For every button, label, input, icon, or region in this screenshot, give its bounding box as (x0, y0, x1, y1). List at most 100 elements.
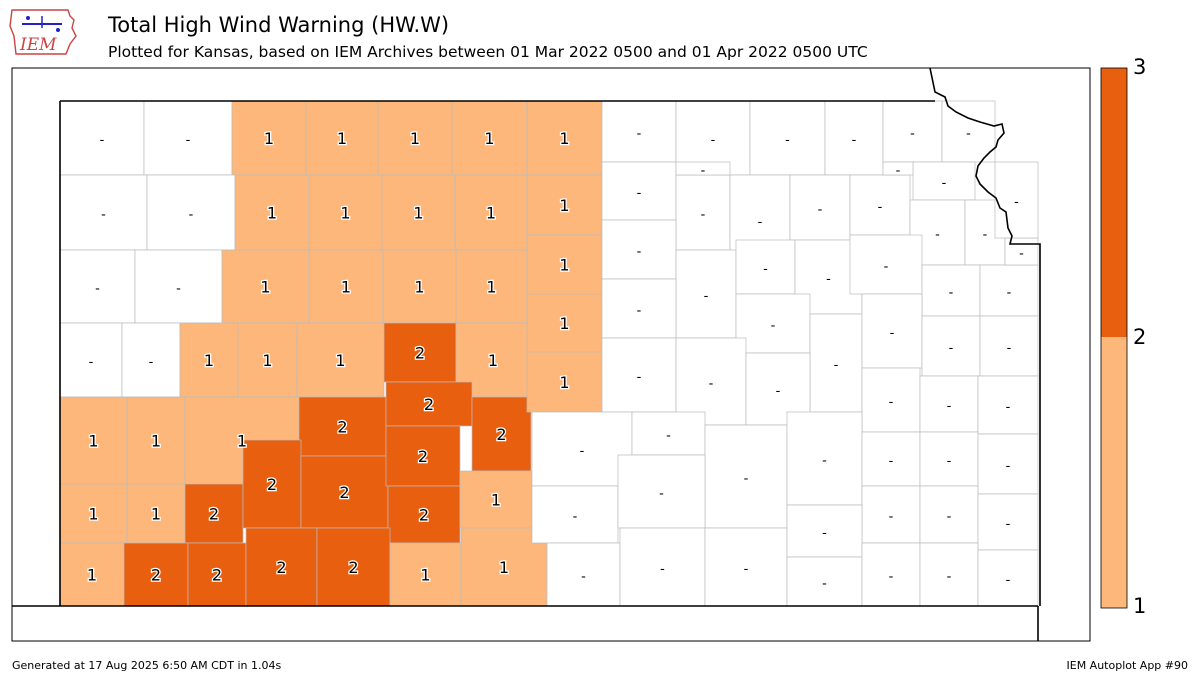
county-c16 (134, 249, 223, 324)
county-label-e26: - (890, 326, 895, 341)
county-c38 (126, 483, 186, 544)
county-label-e23: - (637, 304, 642, 319)
county-label-e24: - (771, 319, 776, 334)
county-label-e18: - (826, 272, 831, 287)
county-label-e22: - (1019, 247, 1024, 262)
county-e52 (861, 542, 921, 607)
county-e10 (789, 174, 851, 241)
county-c17 (221, 249, 310, 324)
county-e23 (601, 278, 677, 339)
county-label-e32: - (889, 395, 894, 410)
county-label-c12: 1 (413, 204, 423, 223)
county-e38 (786, 411, 863, 506)
county-label-e39: - (889, 454, 894, 469)
county-c3 (231, 100, 307, 176)
county-label-e57: - (1014, 195, 1019, 210)
county-label-c41: 2 (339, 483, 349, 502)
county-c40 (242, 439, 302, 529)
county-label-c11: 1 (340, 204, 350, 223)
generated-footer: Generated at 17 Aug 2025 6:50 AM CDT in … (12, 659, 282, 672)
county-label-c51: 1 (499, 558, 509, 577)
county-label-c20: 1 (486, 278, 496, 297)
county-e3 (749, 100, 826, 176)
county-label-c47: 2 (212, 566, 222, 585)
colorbar-segment-2 (1101, 68, 1127, 337)
county-label-c32: 1 (237, 432, 247, 451)
county-label-e20: - (949, 286, 954, 301)
iem-logo: IEM (9, 9, 77, 55)
county-label-e1: - (637, 127, 642, 142)
county-label-e35: - (580, 444, 585, 459)
county-c14 (526, 174, 603, 236)
county-c41 (300, 455, 389, 529)
county-c19 (382, 249, 457, 324)
county-label-e37: - (744, 472, 749, 487)
county-c44 (459, 470, 533, 529)
county-label-c26: 1 (335, 351, 345, 370)
county-e54 (977, 549, 1039, 607)
county-label-e9: - (758, 215, 763, 230)
colorbar-tick-1: 1 (1133, 594, 1147, 618)
logo-text: IEM (19, 35, 57, 55)
county-c9 (146, 174, 236, 251)
county-c35 (471, 396, 532, 472)
county-label-c50: 1 (420, 566, 430, 585)
county-c42 (385, 425, 461, 487)
county-e47 (546, 542, 621, 607)
county-c25 (237, 322, 298, 398)
county-e26 (861, 293, 923, 369)
county-label-e29: - (637, 370, 642, 385)
county-label-e44: - (889, 510, 894, 525)
county-label-e14: - (983, 228, 988, 243)
county-c22 (59, 322, 123, 398)
county-e43 (617, 454, 706, 529)
county-label-e31: - (776, 384, 781, 399)
county-e16 (675, 249, 737, 339)
county-c7 (526, 100, 603, 176)
county-label-e33: - (947, 399, 952, 414)
county-label-e11: - (878, 200, 883, 215)
county-label-e43: - (659, 487, 664, 502)
county-label-c19: 1 (414, 278, 424, 297)
county-label-c39: 2 (209, 505, 219, 524)
county-label-e15: - (637, 245, 642, 260)
county-label-e54: - (1006, 573, 1011, 588)
colorbar-tick-3: 3 (1133, 55, 1147, 79)
county-c26 (296, 322, 385, 398)
county-label-c49: 2 (348, 558, 358, 577)
county-label-c40: 2 (267, 475, 277, 494)
county-label-e12: - (942, 176, 947, 191)
county-c47 (187, 542, 247, 607)
colorbar-tick-2: 2 (1133, 325, 1147, 349)
county-label-c22: - (89, 355, 94, 370)
county-label-e55: - (701, 164, 706, 179)
state-border (12, 100, 1039, 641)
county-label-c18: 1 (341, 278, 351, 297)
county-label-c45: 1 (87, 566, 97, 585)
county-label-e41: - (1006, 459, 1011, 474)
county-label-e13: - (935, 228, 940, 243)
county-c4 (305, 100, 379, 176)
county-label-e10: - (818, 203, 823, 218)
county-label-c30: 1 (88, 432, 98, 451)
county-e36 (631, 411, 706, 456)
county-e28 (979, 315, 1039, 377)
map-title: Total High Wind Warning (HW.W) (108, 13, 450, 37)
county-label-e5: - (910, 127, 915, 142)
county-label-c1: - (100, 133, 105, 148)
county-label-c21: 1 (559, 256, 569, 275)
county-c31 (126, 396, 186, 485)
county-label-c31: 1 (151, 432, 161, 451)
county-e11 (849, 174, 911, 236)
county-e25 (809, 313, 863, 413)
county-label-e3: - (785, 133, 790, 148)
colorbar-frame (1100, 67, 1128, 609)
missouri-river-border (929, 67, 1041, 606)
county-e45 (919, 485, 979, 544)
county-c46 (123, 542, 189, 607)
county-label-e40: - (947, 454, 952, 469)
county-label-e51: - (822, 577, 827, 592)
county-label-c2: - (186, 133, 191, 148)
county-e42 (531, 485, 619, 544)
